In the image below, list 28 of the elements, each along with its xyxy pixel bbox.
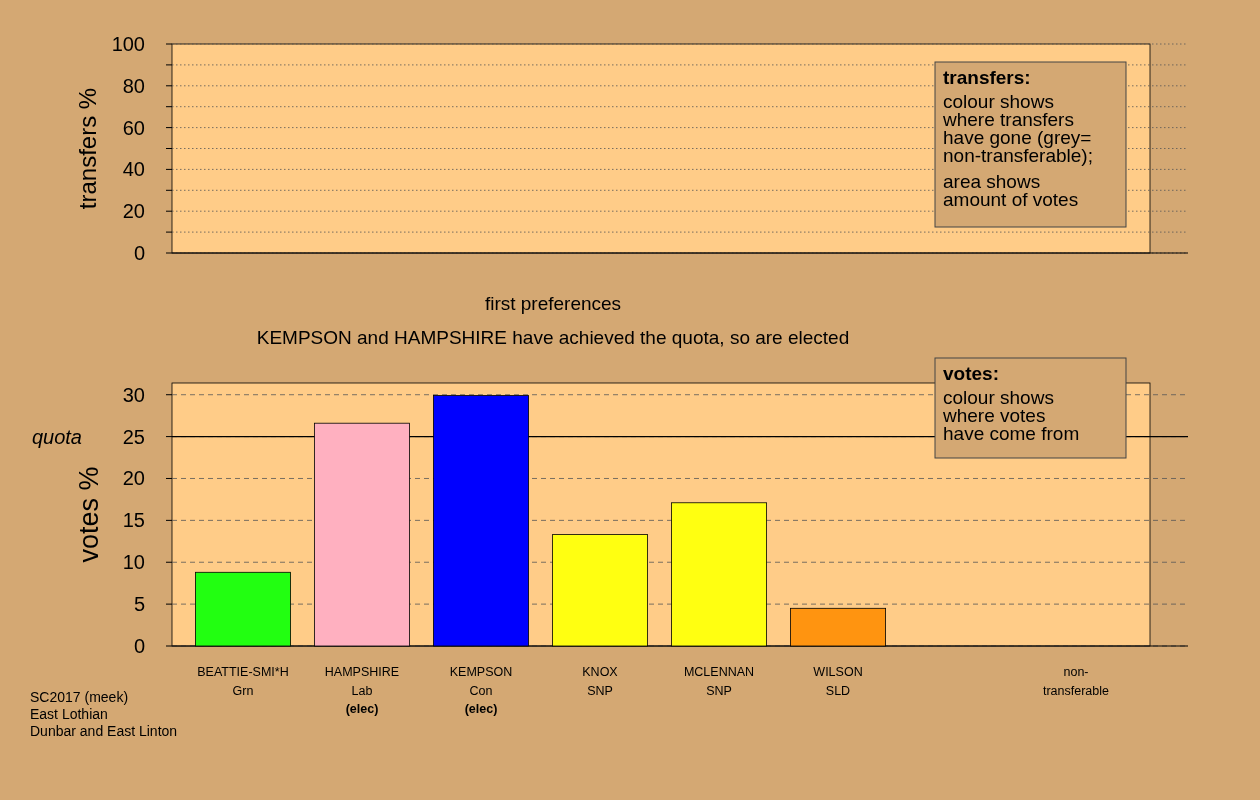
y-tick-label: 25 bbox=[122, 425, 145, 448]
y-tick-label: 60 bbox=[122, 116, 145, 139]
x-tick-label: HAMPSHIRE Lab (elec) bbox=[324, 665, 400, 716]
x-tick-label: WILSON SLD bbox=[813, 665, 863, 698]
y-tick-label: 0 bbox=[133, 635, 145, 657]
annotation: votes: colour shows where votes have come from bbox=[942, 363, 1080, 444]
text: SC2017 (meek) East Lothian Dunbar and East Linton bbox=[30, 689, 178, 739]
y-tick-label: 10 bbox=[122, 551, 145, 574]
y-tick-label: 40 bbox=[122, 158, 145, 181]
y-tick-label: 80 bbox=[122, 74, 145, 97]
x-tick-label: MCLENNAN SNP bbox=[683, 665, 755, 698]
ref-line-label: quota bbox=[31, 425, 82, 448]
y-tick-label: 0 bbox=[133, 242, 145, 264]
y-axis-title: votes % bbox=[74, 466, 104, 563]
x-tick-label: non- transferable bbox=[1042, 665, 1110, 698]
x-tick-label: KEMPSON Con (elec) bbox=[449, 665, 513, 716]
x-tick-label: BEATTIE-SMI*H Grn bbox=[197, 665, 289, 698]
chart-subtitle: KEMPSON and HAMPSHIRE have achieved the quota, so are elected bbox=[256, 327, 850, 348]
y-tick-label: 5 bbox=[133, 593, 145, 616]
annotation: transfers: colour shows where transfers have gone (grey= non-transferable); area shows amount of votes bbox=[942, 67, 1093, 210]
chart-title: first preferences bbox=[484, 293, 622, 314]
y-tick-label: 20 bbox=[122, 200, 145, 223]
y-tick-label: 30 bbox=[122, 383, 145, 406]
y-axis-title: transfers % bbox=[74, 87, 101, 210]
y-tick-label: 100 bbox=[111, 33, 145, 55]
x-tick-label: KNOX SNP bbox=[582, 665, 619, 698]
y-tick-label: 15 bbox=[122, 509, 145, 532]
y-tick-label: 20 bbox=[122, 467, 145, 490]
